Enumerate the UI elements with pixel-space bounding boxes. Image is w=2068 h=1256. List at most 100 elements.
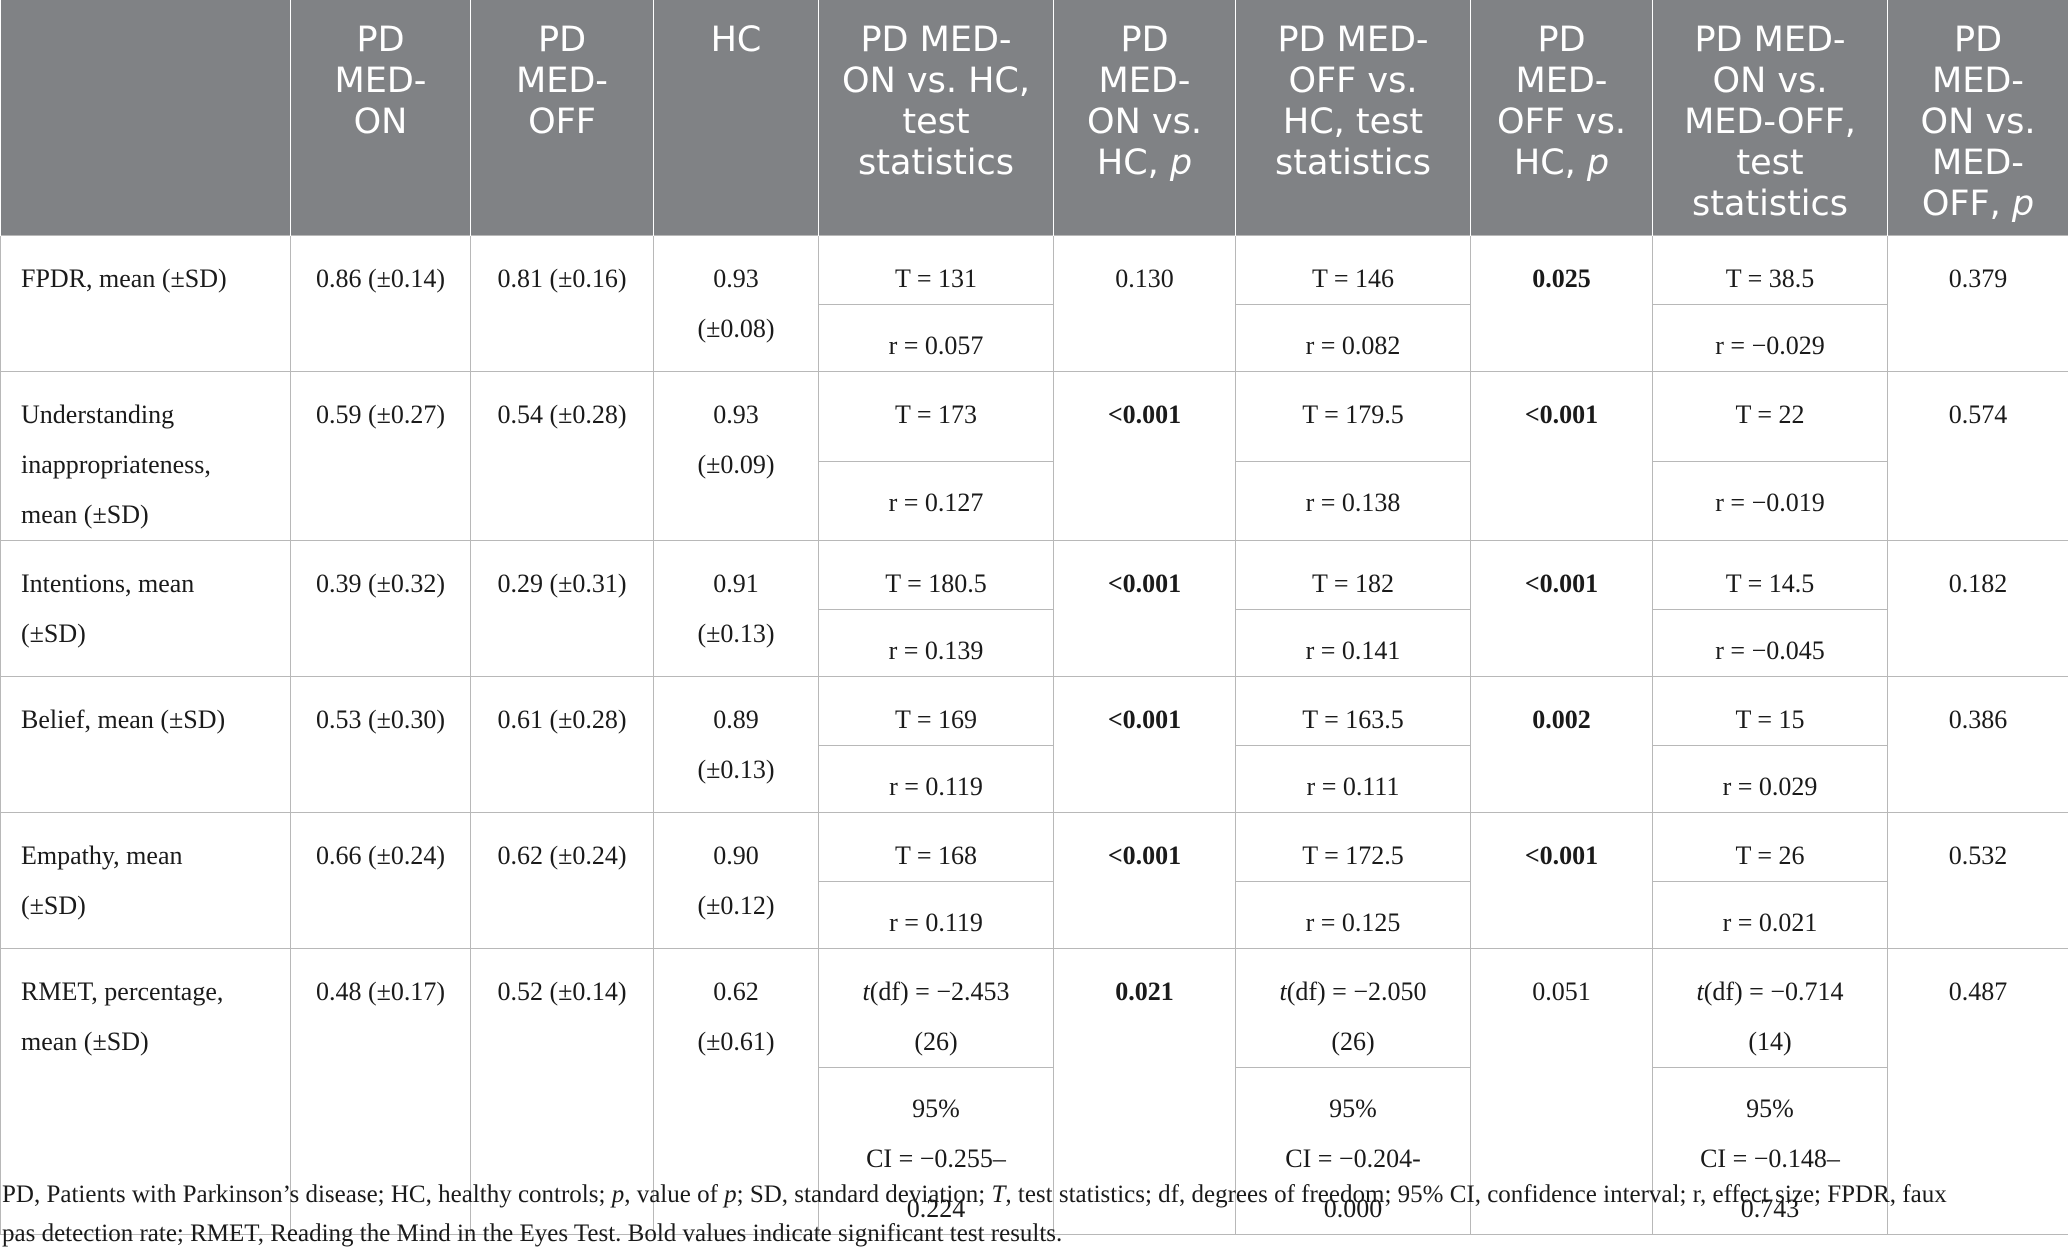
header-italic-p: p <box>1169 143 1193 183</box>
on-vs-hc-effect-size: 95% CI = −0.255– 0.224 <box>818 1067 1054 1235</box>
table-footnote: PD, Patients with Parkinson’s disease; H… <box>0 1175 2068 1253</box>
on-vs-off-stat-line: (14) <box>1748 1027 1792 1056</box>
off-vs-hc-test-statistic: T = 146 <box>1235 235 1471 305</box>
header-text-line: ON vs. <box>1087 102 1202 142</box>
header-text-line: HC, p <box>1096 143 1193 183</box>
value-hc-line: (±0.13) <box>697 755 775 784</box>
on-vs-off-effect-size: r = −0.019 <box>1652 460 1888 542</box>
header-italic-p: p <box>2011 184 2035 224</box>
row-label-line: mean (±SD) <box>21 1027 149 1056</box>
on-vs-off-effect-line: 95% <box>1746 1094 1794 1123</box>
on-vs-off-test-statistic: t(df) = −0.714 (14) <box>1652 948 1888 1068</box>
header-text-line: HC, p <box>1513 143 1610 183</box>
off-vs-hc-effect-size: r = 0.141 <box>1235 609 1471 677</box>
header-row: PD MED- ON PD MED- OFF HC PD MED- ON vs. HC, test… <box>0 0 2068 236</box>
on-vs-hc-effect-size: r = 0.127 <box>818 460 1054 542</box>
header-text-line: MED- <box>1932 61 2024 101</box>
on-vs-hc-p-value: <0.001 <box>1053 540 1236 677</box>
header-cell-2: PD MED- OFF <box>470 0 654 236</box>
off-vs-hc-stat-line: T = 179.5 <box>1302 400 1404 429</box>
on-vs-off-effect-line: r = −0.045 <box>1715 636 1825 665</box>
value-med-on: 0.86 (±0.14) <box>290 235 471 372</box>
table-row-sub: 95% CI = −0.255– 0.224 95% CI = −0.204- 0.000… <box>1 1067 2068 1235</box>
header-text-line: statistics <box>857 143 1014 183</box>
header-cell-6: PD MED- OFF vs. HC, test statistics <box>1235 0 1471 236</box>
header-text-line: PD <box>1537 20 1586 60</box>
on-vs-off-p-value: 0.379 <box>1887 235 2068 372</box>
on-vs-off-effect-size: r = 0.021 <box>1652 881 1888 949</box>
table-row: Understanding inappropriateness, mean (±SD… <box>0 371 2068 541</box>
header-cell-1: PD MED- ON <box>290 0 471 236</box>
off-vs-hc-effect-size: 95% CI = −0.204- 0.000 <box>1235 1067 1471 1235</box>
off-vs-hc-effect-line: r = 0.125 <box>1305 908 1401 937</box>
value-hc-line: 0.62 <box>713 977 759 1006</box>
footnote-line-2: pas detection rate; RMET, Reading the Mi… <box>2 1220 1063 1247</box>
on-vs-off-effect-line: CI = −0.148– <box>1700 1144 1840 1173</box>
value-hc-line: 0.93 <box>713 264 759 293</box>
header-cell-3: HC <box>653 0 819 236</box>
table-row-sub: r = 0.127 r = 0.138 r = −0.019 <box>1 460 2068 542</box>
row-label-line: FPDR, mean (±SD) <box>21 264 227 293</box>
off-vs-hc-p-value: 0.025 <box>1470 235 1653 372</box>
on-vs-off-effect-size: r = −0.045 <box>1652 609 1888 677</box>
on-vs-hc-effect-size: r = 0.119 <box>818 881 1054 949</box>
header-text-line: statistics <box>1274 143 1431 183</box>
on-vs-off-test-statistic: T = 22 <box>1652 371 1888 462</box>
row-label: Belief, mean (±SD) <box>0 676 291 813</box>
off-vs-hc-effect-size: r = 0.111 <box>1235 745 1471 813</box>
header-text-line: MED-OFF, <box>1684 102 1856 142</box>
on-vs-off-effect-line: r = 0.021 <box>1722 908 1818 937</box>
on-vs-off-stat-line: T = 26 <box>1735 841 1805 870</box>
off-vs-hc-effect-line: 95% <box>1329 1094 1377 1123</box>
on-vs-off-test-statistic: T = 38.5 <box>1652 235 1888 305</box>
header-text-line: HC, test <box>1282 102 1424 142</box>
off-vs-hc-stat-line: (26) <box>1331 1027 1375 1056</box>
on-vs-hc-effect-line: r = 0.119 <box>889 772 983 801</box>
on-vs-hc-stat-line: T = 169 <box>894 705 978 734</box>
value-med-off: 0.29 (±0.31) <box>470 540 654 677</box>
value-med-off: 0.62 (±0.24) <box>470 812 654 949</box>
on-vs-hc-stat-line: t(df) = −2.453 <box>862 977 1010 1006</box>
row-label-line: (±SD) <box>21 891 86 920</box>
header-text-line: MED- <box>334 61 427 101</box>
on-vs-hc-test-statistic: T = 173 <box>818 371 1054 462</box>
header-text-line: PD <box>1953 20 2003 60</box>
header-text-line: OFF vs. <box>1496 102 1626 142</box>
row-label-line: Intentions, mean <box>21 569 195 598</box>
row-label-line: Understanding <box>21 400 175 429</box>
off-vs-hc-effect-line: r = 0.082 <box>1305 331 1401 360</box>
header-text-line: test <box>902 102 970 142</box>
on-vs-hc-test-statistic: T = 168 <box>818 812 1054 882</box>
footnote-line-1: PD, Patients with Parkinson’s disease; H… <box>2 1181 1947 1208</box>
on-vs-hc-effect-line: 0.224 <box>906 1194 966 1223</box>
off-vs-hc-stat-line: T = 182 <box>1311 569 1395 598</box>
on-vs-hc-effect-size: r = 0.057 <box>818 304 1054 372</box>
italic-t: t <box>1279 977 1287 1006</box>
on-vs-hc-p-value: <0.001 <box>1053 371 1236 541</box>
off-vs-hc-test-statistic: T = 179.5 <box>1235 371 1471 462</box>
value-hc-line: (±0.61) <box>697 1027 775 1056</box>
value-med-on: 0.53 (±0.30) <box>290 676 471 813</box>
value-hc-line: (±0.09) <box>697 450 775 479</box>
on-vs-hc-effect-line: r = 0.119 <box>889 908 983 937</box>
on-vs-hc-effect-line: r = 0.139 <box>888 636 984 665</box>
header-text-line: MED- <box>1515 61 1608 101</box>
on-vs-off-effect-size: r = −0.029 <box>1652 304 1888 372</box>
value-med-on: 0.48 (±0.17) <box>290 948 471 1235</box>
value-hc: 0.62 (±0.61) <box>653 948 819 1235</box>
header-text-line: statistics <box>1691 184 1848 224</box>
off-vs-hc-test-statistic: T = 182 <box>1235 540 1471 610</box>
header-text-line: ON vs. HC, <box>842 61 1030 101</box>
header-cell-5: PD MED- ON vs. HC, p <box>1053 0 1236 236</box>
header-text-line: PD <box>356 20 405 60</box>
value-hc: 0.91 (±0.13) <box>653 540 819 677</box>
header-text-line: OFF vs. <box>1288 61 1418 101</box>
value-hc-line: 0.93 <box>713 400 759 429</box>
header-text-line: PD MED- <box>1694 20 1846 60</box>
on-vs-off-effect-size: r = 0.029 <box>1652 745 1888 813</box>
value-hc-line: (±0.08) <box>697 314 775 343</box>
row-label: Empathy, mean (±SD) <box>0 812 291 949</box>
on-vs-hc-stat-line: T = 180.5 <box>885 569 987 598</box>
on-vs-hc-p-value: <0.001 <box>1053 676 1236 813</box>
